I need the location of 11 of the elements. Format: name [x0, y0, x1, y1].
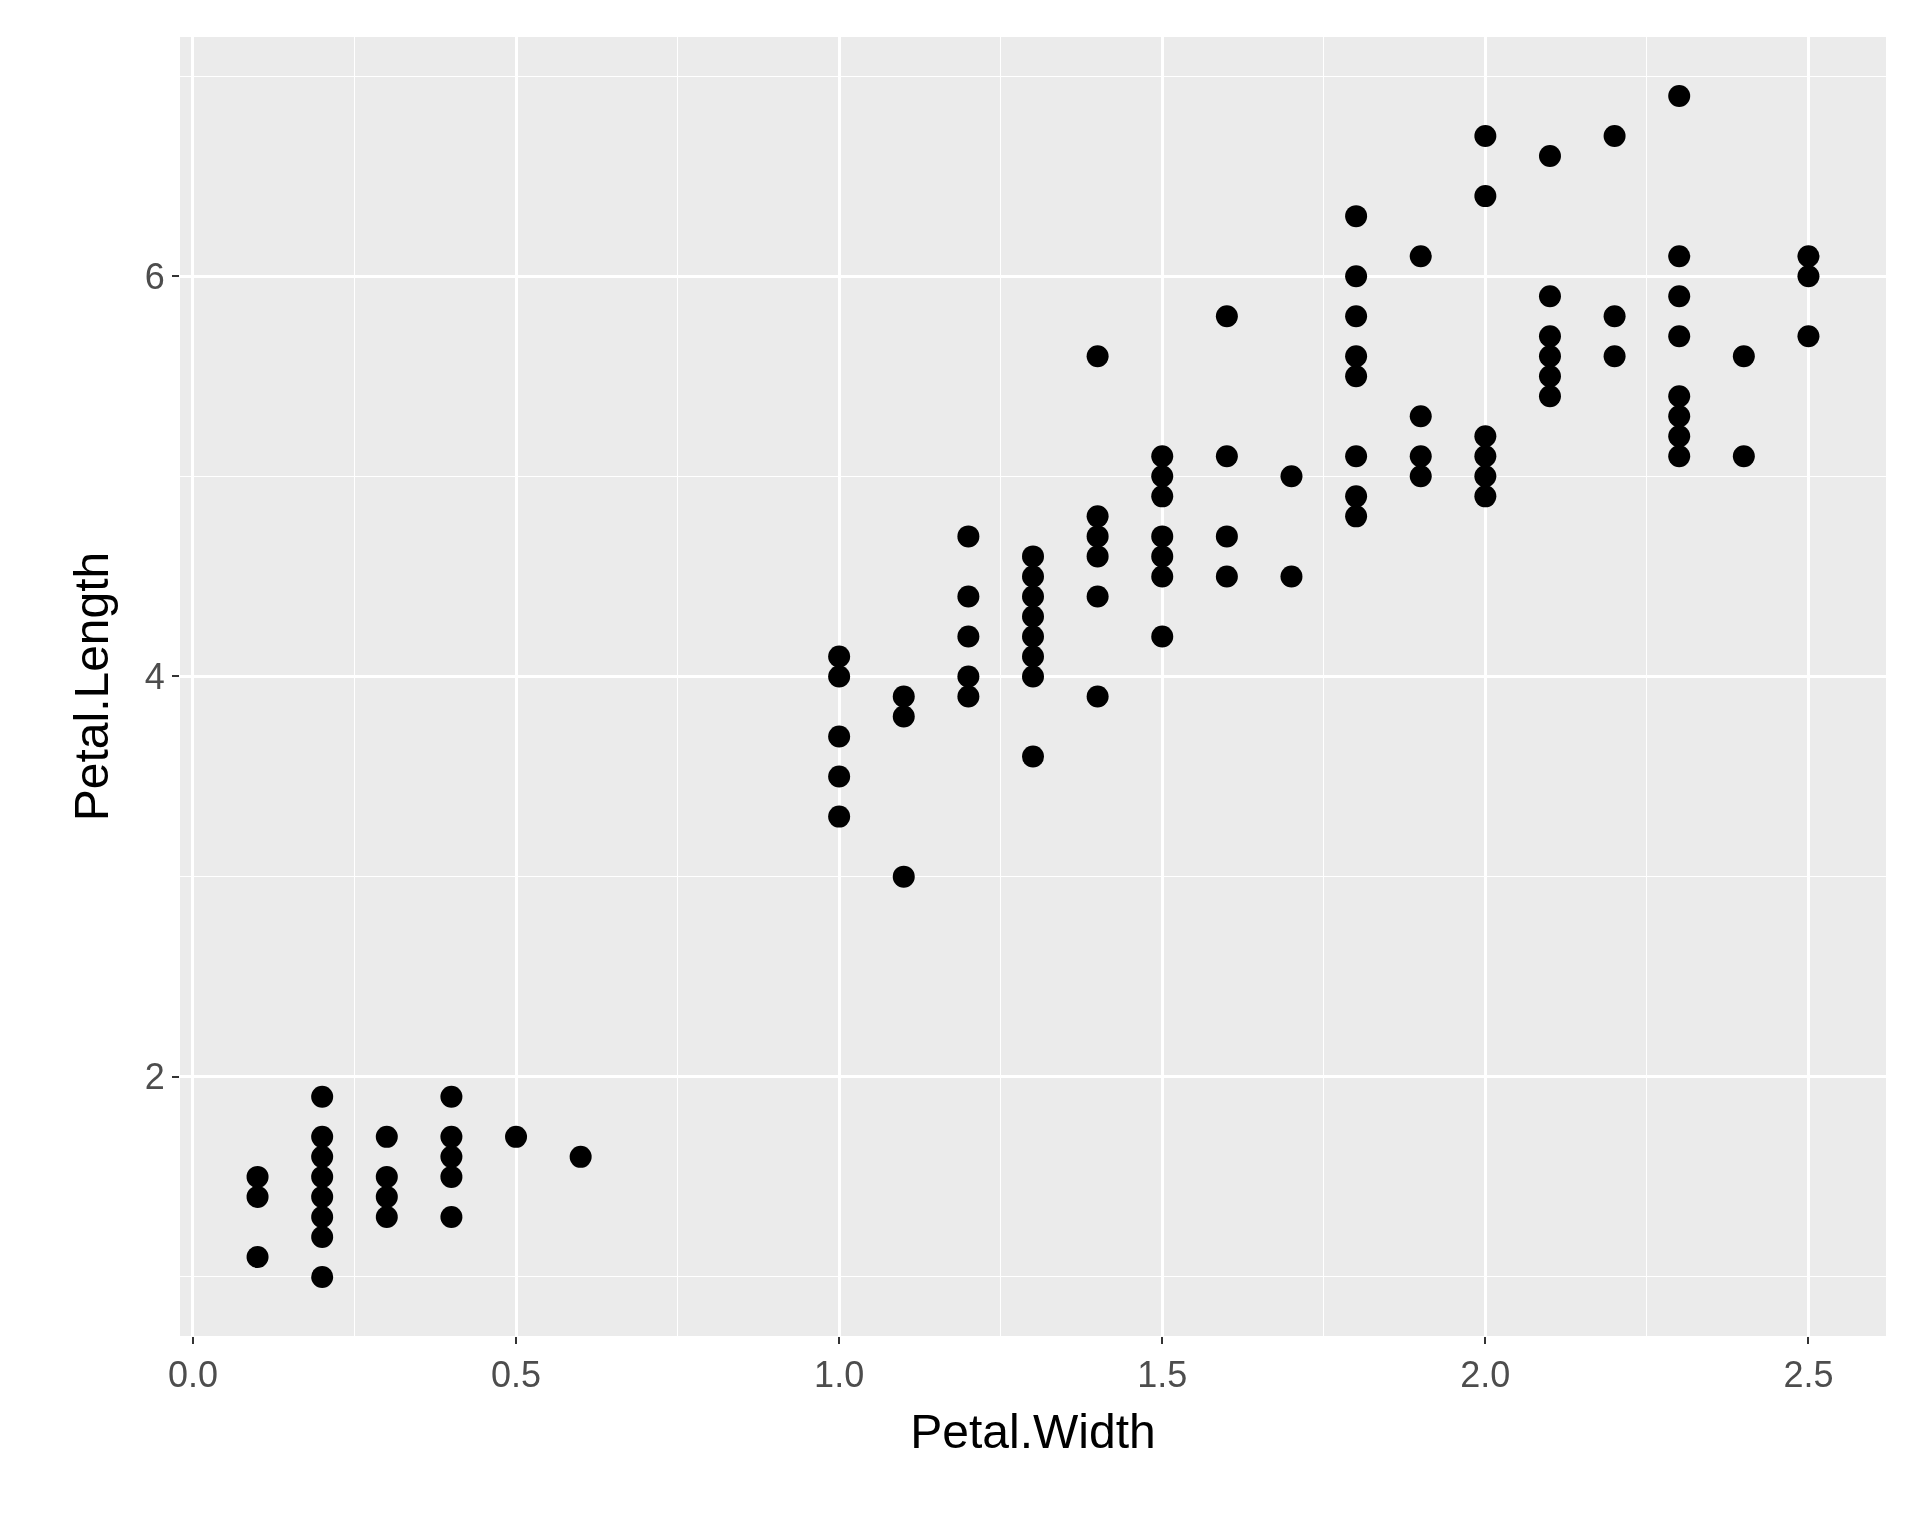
y-tick-label: 6 [144, 255, 165, 297]
x-tick-label: 2.0 [1460, 1354, 1511, 1396]
x-tick-label: 0.5 [491, 1354, 542, 1396]
y-tick-label: 4 [144, 656, 165, 698]
x-tick-label: 0.0 [167, 1354, 218, 1396]
x-tick-label: 2.5 [1783, 1354, 1834, 1396]
x-axis-title: Petal.Width [910, 1405, 1156, 1459]
y-axis-title: Petal.Length [65, 551, 119, 822]
x-tick-label: 1.5 [1137, 1354, 1188, 1396]
y-tick-label: 2 [144, 1056, 165, 1098]
x-tick-label: 1.0 [814, 1354, 865, 1396]
